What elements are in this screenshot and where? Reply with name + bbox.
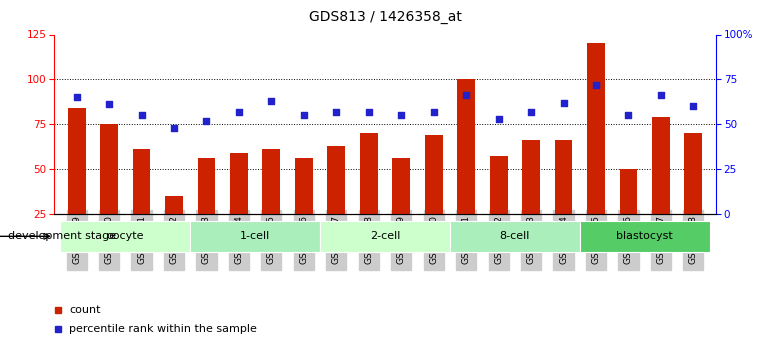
Point	[136, 112, 148, 118]
Bar	[295, 158, 313, 259]
Bar	[68, 108, 85, 259]
Point	[687, 104, 699, 109]
Text: 1-cell: 1-cell	[240, 231, 270, 241]
Point	[298, 112, 310, 118]
Point	[590, 82, 602, 88]
Bar	[320, 221, 450, 252]
Bar	[450, 221, 580, 252]
Point	[622, 112, 634, 118]
Bar	[263, 149, 280, 259]
Bar	[360, 133, 378, 259]
Text: development stage: development stage	[8, 231, 115, 241]
Point	[71, 95, 83, 100]
Point	[330, 109, 343, 115]
Text: GDS813 / 1426358_at: GDS813 / 1426358_at	[309, 10, 461, 24]
Bar	[198, 158, 216, 259]
Bar	[100, 124, 118, 259]
Point	[493, 116, 505, 121]
Text: 2-cell: 2-cell	[370, 231, 400, 241]
Bar	[457, 79, 475, 259]
Point	[265, 98, 277, 104]
Bar	[60, 221, 190, 252]
Point	[427, 109, 440, 115]
Text: 8-cell: 8-cell	[500, 231, 530, 241]
Bar	[652, 117, 670, 259]
Point	[395, 112, 407, 118]
Bar	[685, 133, 702, 259]
Point	[654, 93, 667, 98]
Text: count: count	[69, 305, 101, 315]
Text: oocyte: oocyte	[106, 231, 144, 241]
Point	[525, 109, 537, 115]
Bar	[580, 221, 710, 252]
Bar	[522, 140, 540, 259]
Point	[168, 125, 180, 130]
Bar	[620, 169, 638, 259]
Bar	[327, 146, 345, 259]
Point	[233, 109, 245, 115]
Point	[103, 102, 116, 107]
Bar	[490, 157, 507, 259]
Bar	[554, 140, 572, 259]
Point	[460, 93, 472, 98]
Text: percentile rank within the sample: percentile rank within the sample	[69, 325, 257, 334]
Point	[557, 100, 570, 106]
Bar	[190, 221, 320, 252]
Bar	[230, 153, 248, 259]
Bar	[132, 149, 150, 259]
Point	[363, 109, 375, 115]
Bar	[587, 43, 605, 259]
Bar	[165, 196, 183, 259]
Bar	[425, 135, 443, 259]
Bar	[392, 158, 410, 259]
Text: blastocyst: blastocyst	[616, 231, 673, 241]
Point	[200, 118, 213, 124]
